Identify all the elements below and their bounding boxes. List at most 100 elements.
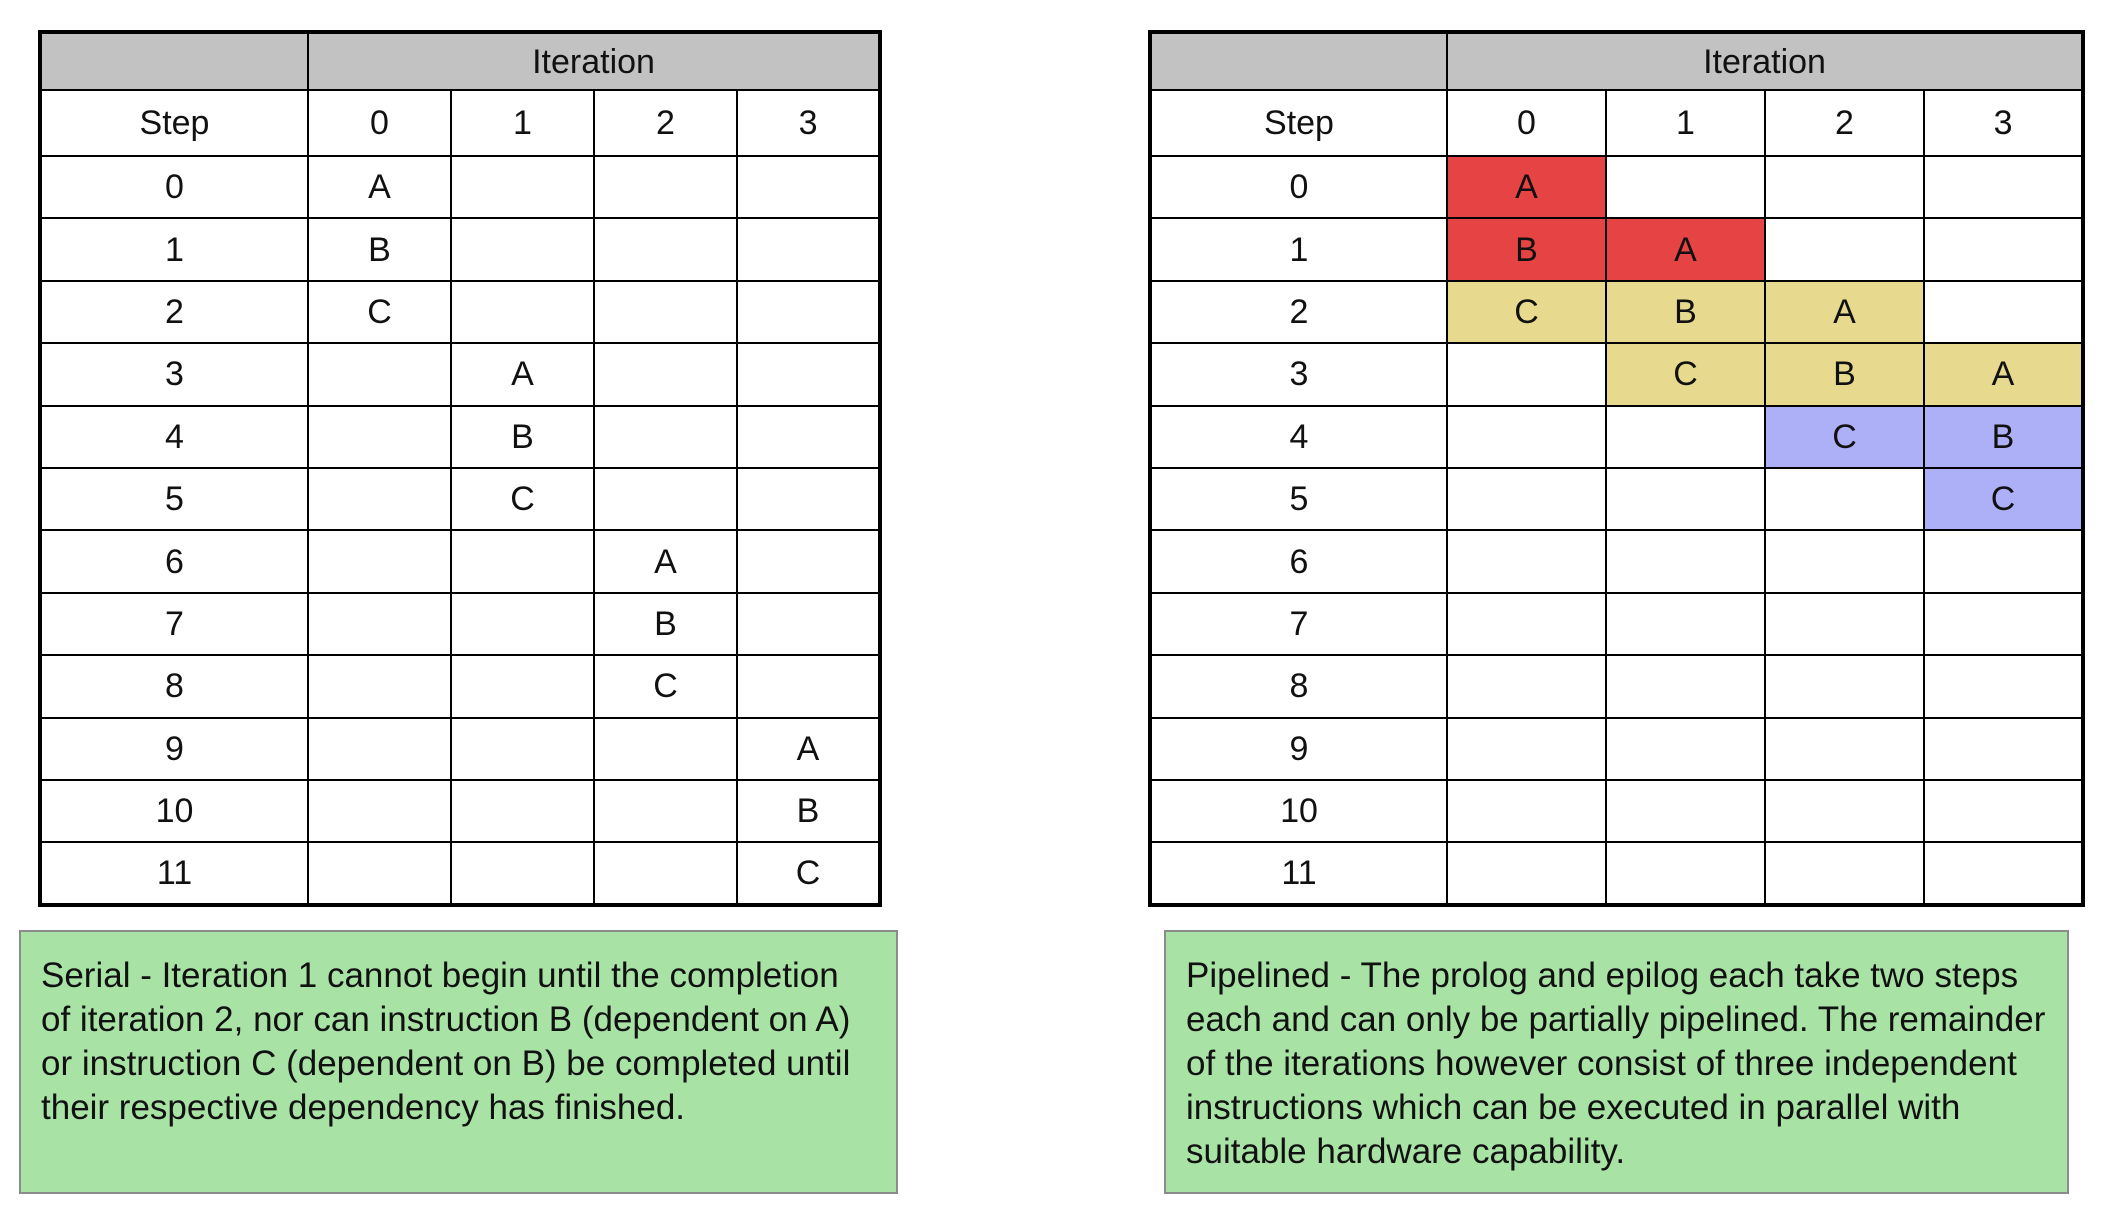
schedule-cell	[1764, 778, 1925, 844]
step-number-cell: 10	[1149, 778, 1448, 844]
schedule-cell	[450, 716, 595, 781]
iteration-number-2: 2	[1764, 89, 1925, 157]
iteration-number-0: 0	[1446, 89, 1607, 157]
schedule-cell: B	[307, 217, 452, 282]
schedule-cell	[1605, 654, 1766, 719]
schedule-cell	[1764, 466, 1925, 532]
schedule-cell	[307, 591, 452, 657]
schedule-cell	[1446, 841, 1607, 906]
schedule-cell	[307, 654, 452, 719]
schedule-cell	[1446, 529, 1607, 594]
header-blank-cell	[39, 31, 309, 91]
header-blank-cell	[1149, 31, 1448, 91]
schedule-cell	[1922, 778, 2085, 844]
schedule-cell: C	[1764, 404, 1925, 469]
schedule-cell	[1922, 529, 2085, 594]
step-number-cell: 4	[39, 404, 309, 469]
step-number-cell: 2	[1149, 279, 1448, 345]
schedule-cell	[735, 342, 882, 407]
schedule-cell	[593, 217, 738, 282]
step-number-cell: 6	[1149, 529, 1448, 594]
step-number-cell: 0	[39, 154, 309, 220]
schedule-cell	[593, 841, 738, 906]
step-number-cell: 3	[1149, 342, 1448, 407]
step-number-cell: 9	[39, 716, 309, 781]
schedule-cell	[307, 841, 452, 906]
schedule-cell	[735, 154, 882, 220]
schedule-cell	[735, 404, 882, 469]
step-row: 9	[1149, 716, 2085, 781]
schedule-cell	[1764, 841, 1925, 906]
schedule-cell	[735, 279, 882, 345]
iteration-number-3: 3	[1922, 89, 2085, 157]
schedule-cell	[1605, 591, 1766, 657]
schedule-cell	[450, 778, 595, 844]
schedule-cell	[307, 529, 452, 594]
schedule-cell: C	[1605, 342, 1766, 407]
schedule-cell	[1605, 841, 1766, 906]
schedule-cell	[1446, 716, 1607, 781]
schedule-cell: A	[1764, 279, 1925, 345]
schedule-cell	[1764, 154, 1925, 220]
step-number-cell: 8	[1149, 654, 1448, 719]
schedule-cell	[307, 466, 452, 532]
schedule-cell: C	[1922, 466, 2085, 532]
schedule-cell: C	[450, 466, 595, 532]
step-row: 10 B	[39, 778, 882, 844]
serial-caption: Serial - Iteration 1 cannot begin until …	[19, 930, 898, 1194]
step-number-cell: 1	[1149, 217, 1448, 282]
schedule-cell	[1446, 404, 1607, 469]
step-number-cell: 10	[39, 778, 309, 844]
schedule-cell	[307, 404, 452, 469]
step-row: 10	[1149, 778, 2085, 844]
step-number-cell: 9	[1149, 716, 1448, 781]
step-number-cell: 7	[39, 591, 309, 657]
iteration-header: Iteration	[306, 31, 882, 91]
schedule-cell	[1764, 591, 1925, 657]
schedule-cell	[735, 529, 882, 594]
schedule-cell	[1922, 716, 2085, 781]
schedule-cell: B	[1922, 404, 2085, 469]
schedule-cell: B	[450, 404, 595, 469]
schedule-cell	[450, 654, 595, 719]
schedule-cell	[1922, 654, 2085, 719]
iteration-number-1: 1	[1605, 89, 1766, 157]
schedule-cell	[593, 778, 738, 844]
schedule-cell	[1764, 716, 1925, 781]
schedule-cell	[1605, 716, 1766, 781]
schedule-cell	[450, 841, 595, 906]
step-number-cell: 2	[39, 279, 309, 345]
schedule-cell	[1446, 466, 1607, 532]
group-header-row: Iteration	[39, 31, 882, 91]
schedule-cell	[1446, 591, 1607, 657]
step-row: 6	[1149, 529, 2085, 594]
schedule-cell	[735, 591, 882, 657]
schedule-cell	[1446, 778, 1607, 844]
schedule-cell	[1764, 654, 1925, 719]
schedule-cell	[450, 529, 595, 594]
step-row: 11 C	[39, 841, 882, 906]
schedule-cell: A	[1446, 154, 1607, 220]
schedule-cell	[1764, 529, 1925, 594]
step-header: Step	[1149, 89, 1448, 157]
iteration-header: Iteration	[1445, 31, 2085, 91]
schedule-cell: C	[735, 841, 882, 906]
step-number-cell: 3	[39, 342, 309, 407]
schedule-cell: B	[1605, 279, 1766, 345]
schedule-cell: B	[735, 778, 882, 844]
column-header-row: Step 0 1 2 3	[1149, 89, 2085, 157]
step-number-cell: 6	[39, 529, 309, 594]
schedule-cell	[307, 342, 452, 407]
step-header: Step	[39, 89, 309, 157]
